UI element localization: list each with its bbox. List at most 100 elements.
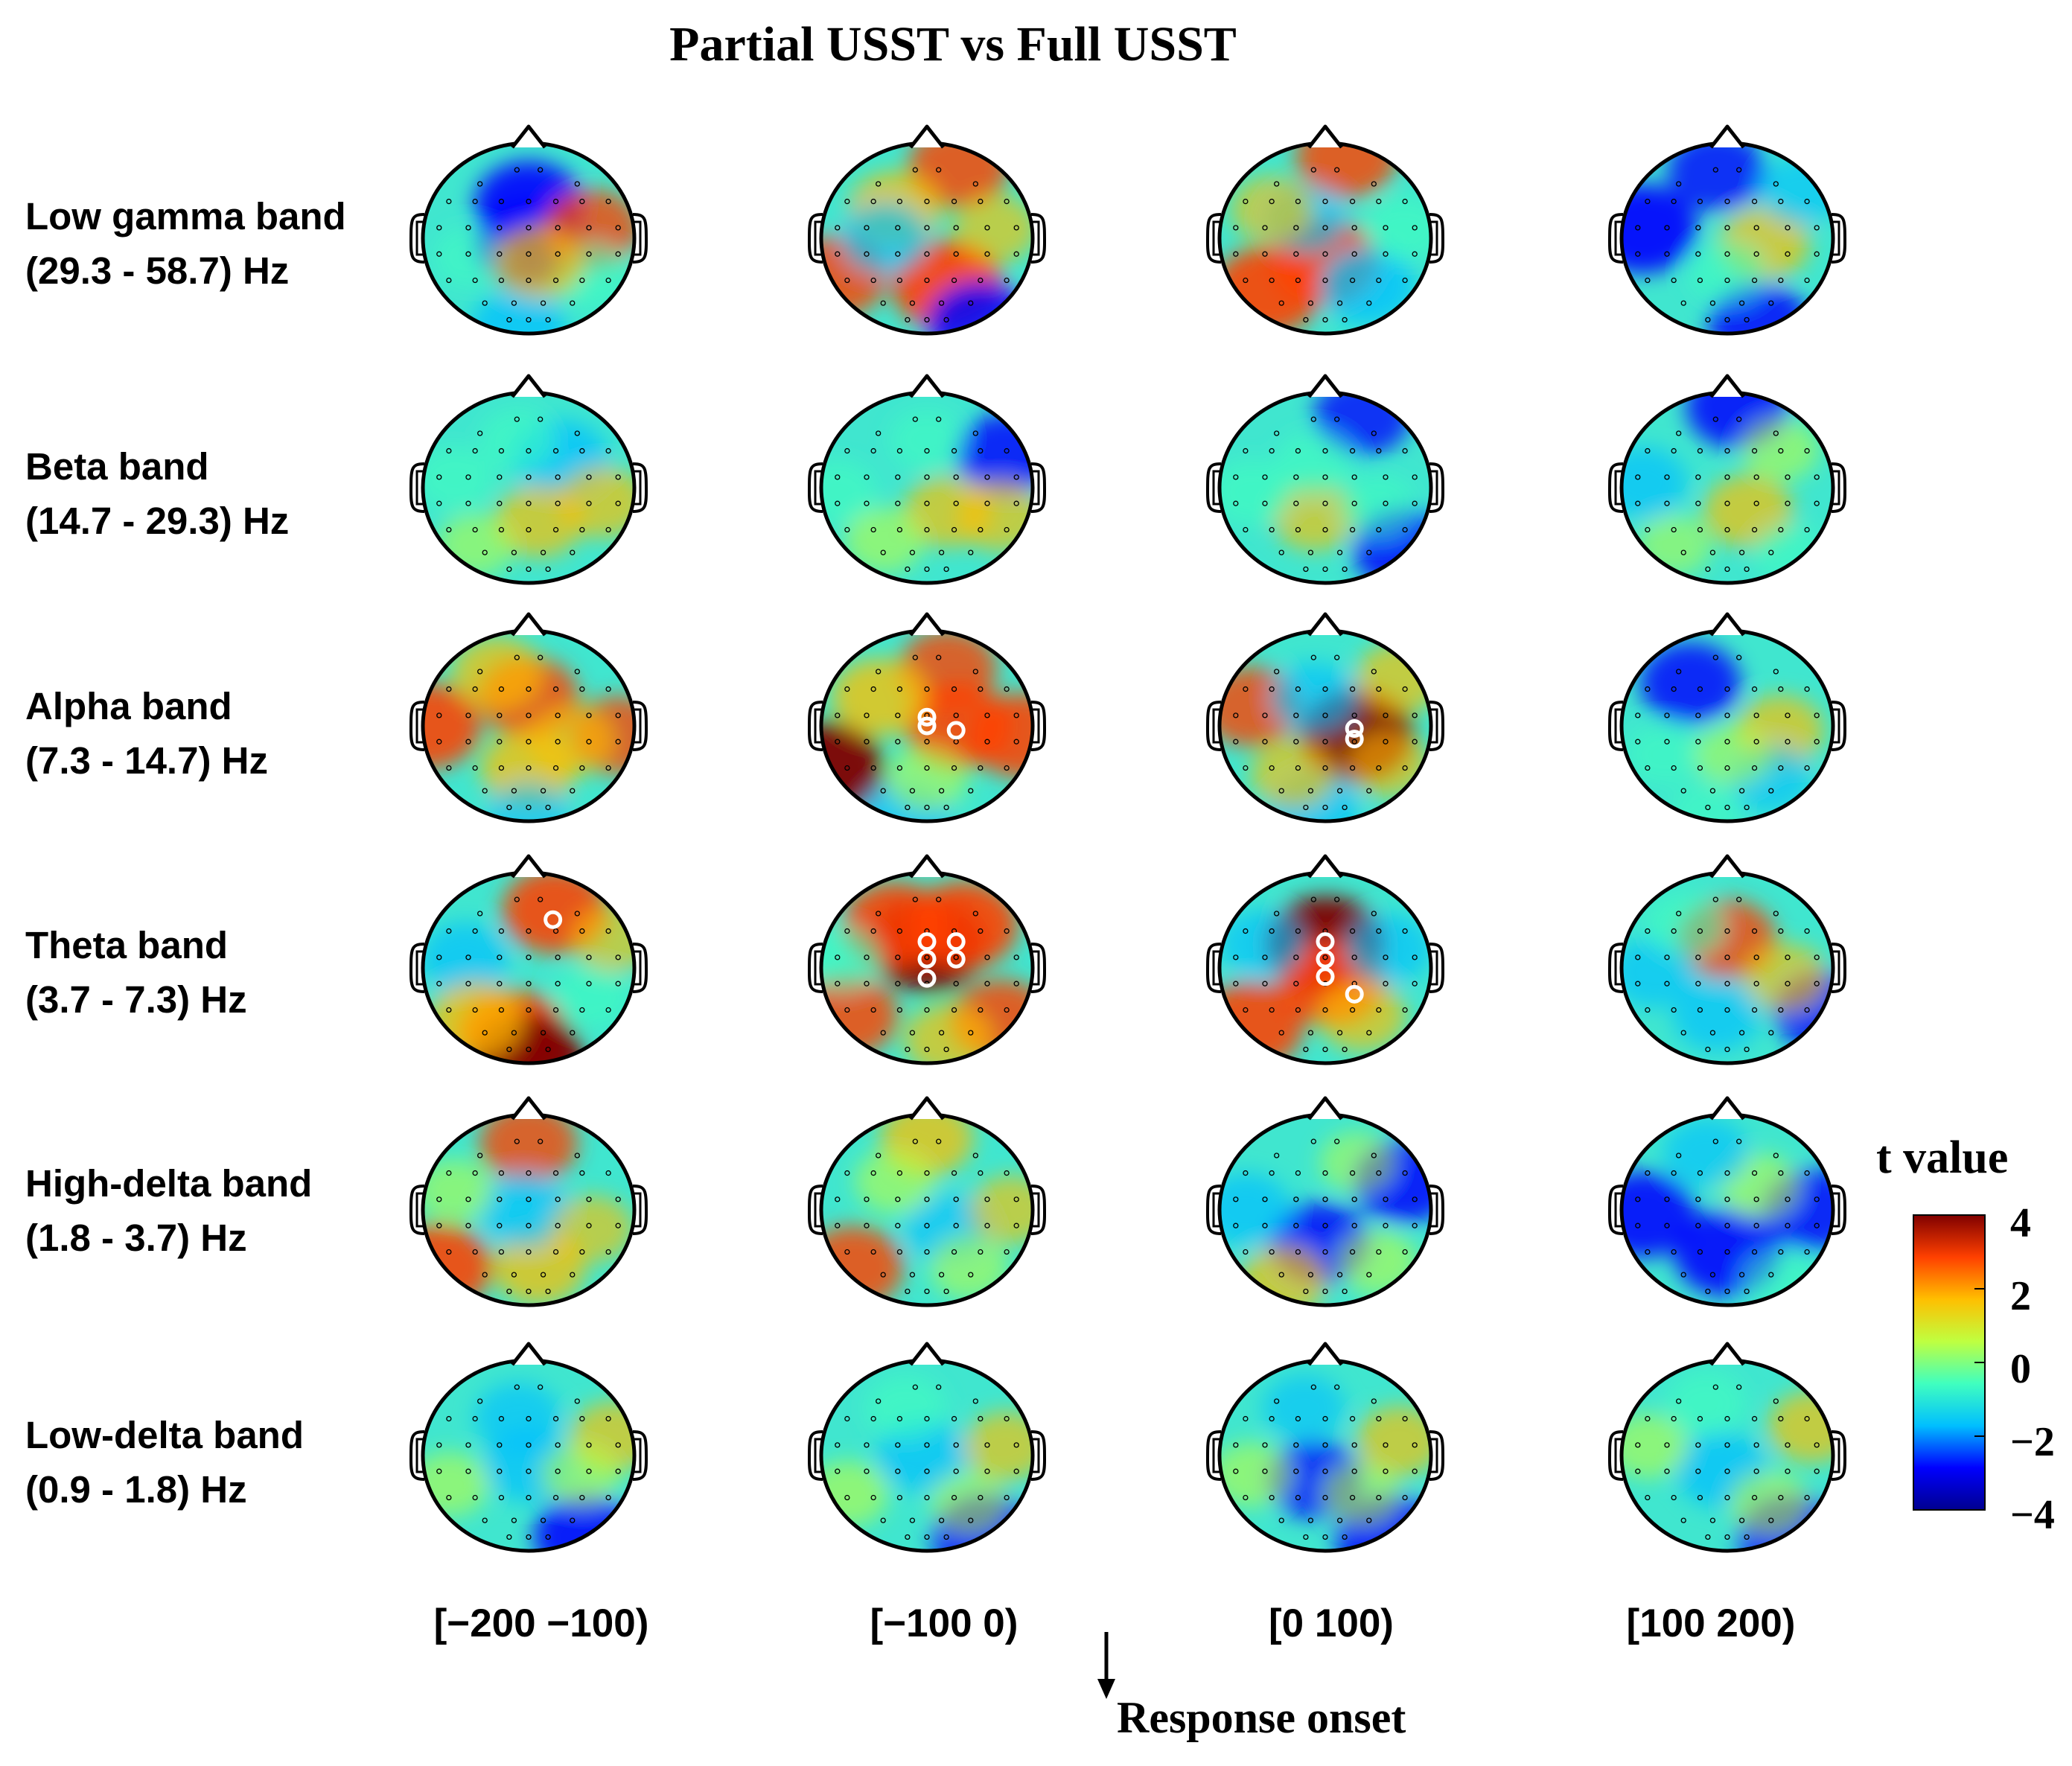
electrode-marker [1322,474,1328,480]
electrode-marker [1269,447,1275,454]
electrode-marker [1322,277,1328,284]
topomap-value-blob [1743,943,1828,1012]
electrode-marker [943,1288,949,1295]
electrode-marker [1814,251,1820,257]
electrode-marker [1351,1442,1357,1448]
electrode-marker [1724,1468,1730,1474]
electrode-marker [968,1272,974,1278]
electrode-marker [909,1517,916,1523]
electrode-marker [978,1007,984,1013]
electrode-marker [1322,739,1328,745]
electrode-marker [835,1223,841,1228]
topomap-2-1 [807,612,1047,823]
electrode-marker [1334,896,1340,902]
topomap-value-blob [1220,982,1304,1063]
right-ear-inner [633,220,642,256]
electrode-marker [880,1272,886,1278]
electrode-marker [951,447,957,454]
electrode-marker [1635,739,1641,745]
right-ear [1429,1430,1445,1481]
electrode-marker [1349,928,1356,934]
electrode-marker [555,1196,561,1202]
electrode-marker [1295,928,1301,934]
topomap-value-blob [889,409,965,471]
electrode-marker [498,928,505,934]
electrode-marker [1697,447,1703,454]
electrode-marker [864,251,870,257]
electrode-marker [1753,225,1759,231]
topomap-value-blob [1275,431,1354,497]
electrode-marker [1269,1415,1275,1422]
topomap-value-blob [865,1375,946,1441]
electrode-marker [1635,500,1641,506]
electrode-marker [1695,225,1701,231]
electrode-marker [984,1442,990,1448]
topomap-value-blob [423,683,482,769]
electrode-marker [924,1494,930,1501]
electrode-marker [1322,526,1328,533]
electrode-marker [1342,316,1348,323]
right-ear-inner [1832,1438,1840,1473]
electrode-marker [1712,167,1718,173]
electrode-marker [978,1415,984,1422]
electrode-marker [1724,316,1730,323]
topomap-value-blob [1338,1229,1418,1295]
electrode-marker [1233,500,1239,506]
electrode-marker [1013,500,1019,506]
electrode-marker [1645,1007,1651,1013]
electrode-marker [1751,1170,1758,1176]
electrode-marker [1376,1007,1382,1013]
electrode-marker [482,1030,488,1036]
electrode-marker [446,1494,452,1501]
electrode-marker [1778,1415,1784,1422]
electrode-marker [953,1442,959,1448]
electrode-marker [1322,1170,1328,1176]
electrode-marker [498,447,505,454]
significant-electrode [946,949,966,969]
topomap-0-1 [807,124,1047,336]
topomap-value-blob [1272,481,1358,551]
electrode-marker [1334,654,1340,660]
left-ear-inner [1614,470,1623,506]
electrode-marker [912,1384,918,1390]
electrode-marker [545,566,551,573]
right-ear [1030,701,1047,751]
electrode-marker [497,225,503,231]
electrode-marker [1307,549,1314,555]
electrode-marker [1697,198,1703,205]
electrode-marker [1322,316,1328,323]
nose [1709,1342,1745,1366]
electrode-marker [1785,954,1791,960]
electrode-marker [864,739,870,745]
electrode-marker [436,954,442,960]
topomap-field [1220,143,1431,334]
electrode-marker [835,251,841,257]
electrode-marker [538,654,543,660]
electrode-marker [1307,1272,1314,1278]
electrode-marker [538,1138,543,1144]
electrode-marker [1778,928,1784,934]
right-ear-inner [1832,1192,1840,1228]
left-ear [1205,701,1222,751]
topomap-value-blob [969,692,1033,778]
electrode-marker [1376,277,1382,284]
topomap-value-blob [1220,459,1292,526]
electrode-marker [1635,713,1641,718]
electrode-marker [1664,474,1670,480]
electrode-marker [1697,277,1703,284]
electrode-marker [1680,1030,1686,1036]
electrode-marker [605,1170,611,1176]
row-label-0: Low gamma band (29.3 - 58.7) Hz [25,189,412,298]
electrode-marker [605,277,611,284]
electrode-marker [1383,474,1389,480]
electrode-marker [1004,198,1010,205]
electrode-marker [1322,804,1328,811]
left-ear-inner [814,470,823,506]
electrode-marker [1645,686,1651,692]
electrode-marker [1724,1007,1730,1013]
electrode-marker [540,549,546,555]
topomap-value-blob [1356,1406,1431,1477]
topomap-field [423,1360,634,1551]
electrode-marker [1744,316,1750,323]
